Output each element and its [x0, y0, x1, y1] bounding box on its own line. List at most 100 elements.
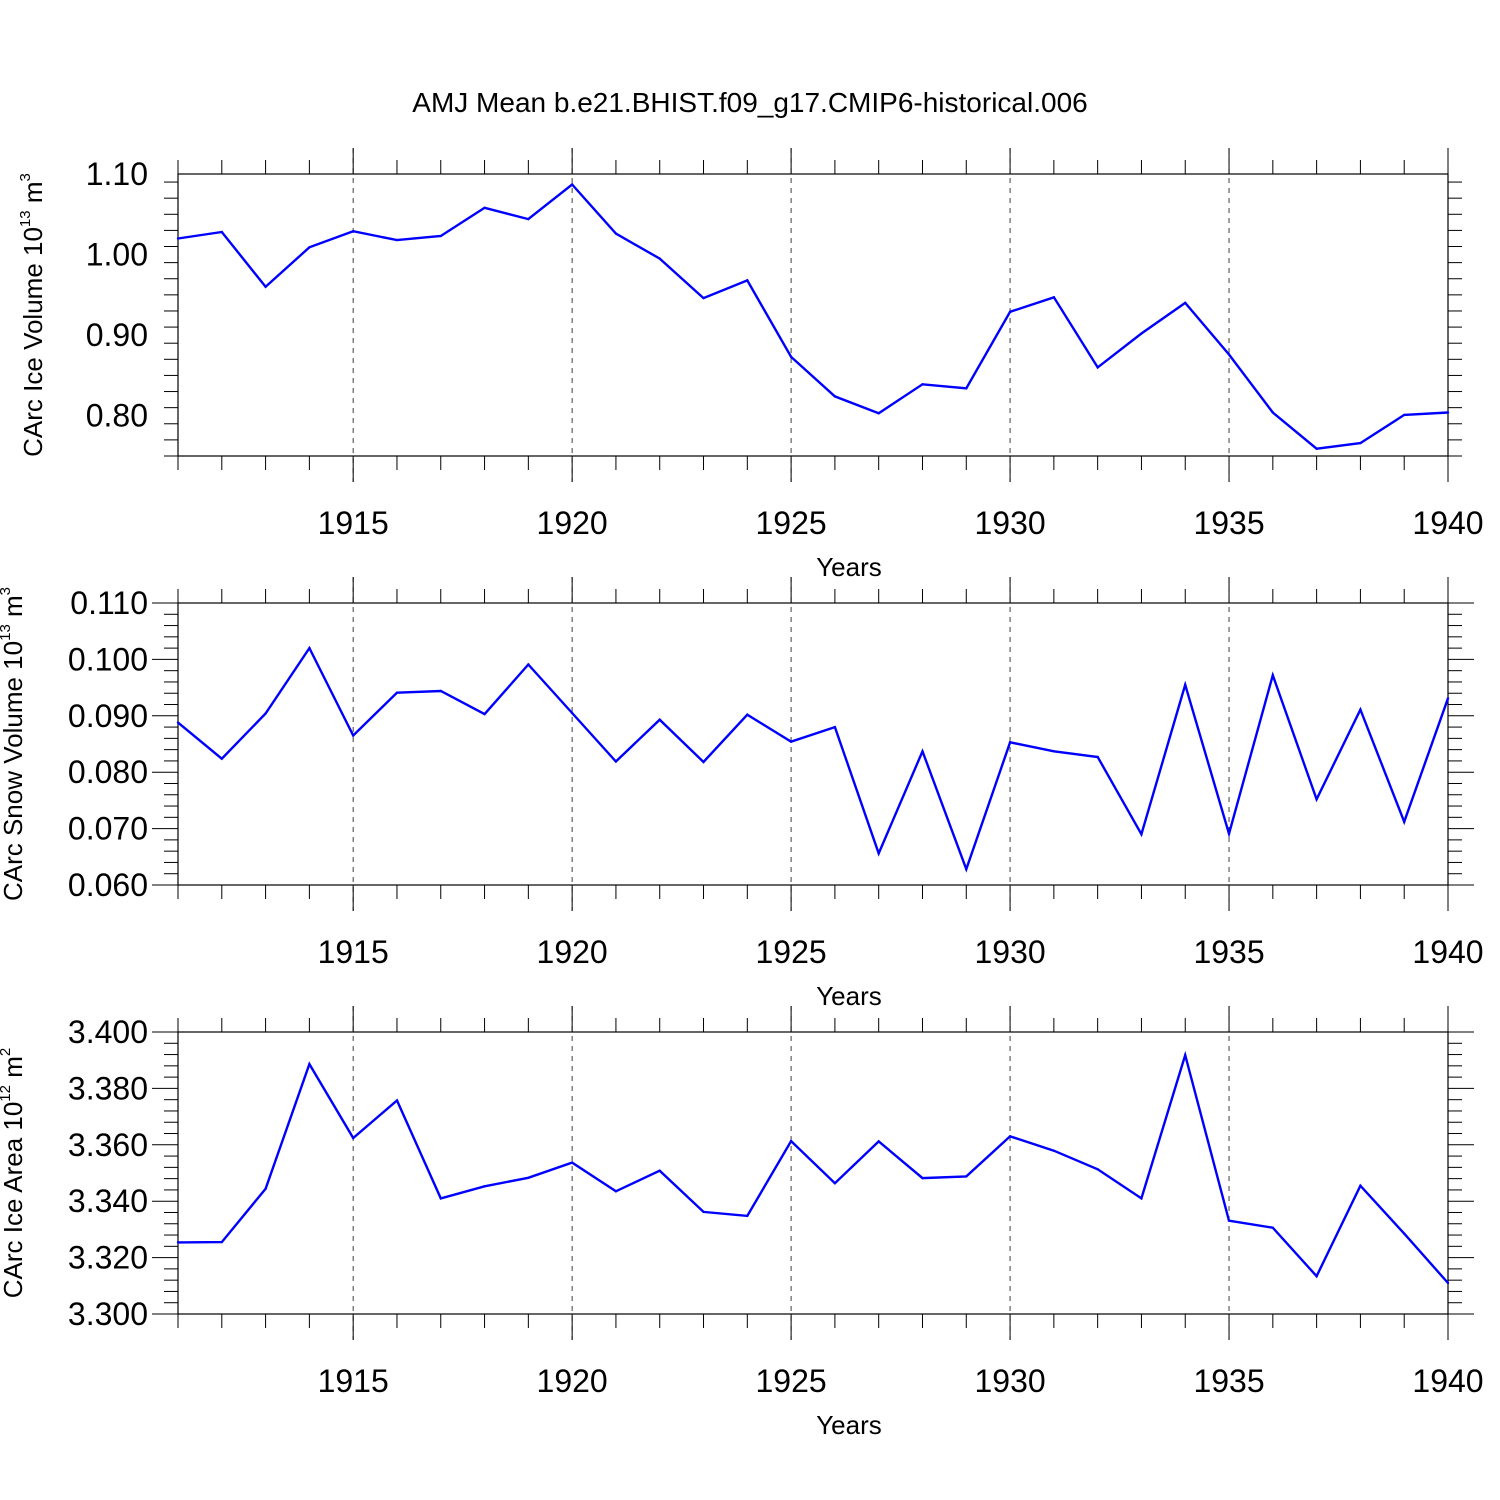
y-tick-label: 0.80 — [86, 398, 148, 434]
data-point — [570, 183, 574, 186]
data-point — [1184, 1053, 1187, 1057]
x-tick-label: 1940 — [1412, 1363, 1483, 1399]
data-point — [1052, 296, 1056, 299]
y-tick-label: 0.070 — [68, 811, 148, 847]
x-tick-label: 1925 — [756, 1363, 827, 1399]
y-axis-label: CArc Ice Volume 1013 m3 — [17, 173, 48, 457]
data-point — [1315, 447, 1318, 450]
x-tick-label: 1920 — [537, 934, 608, 970]
data-point — [264, 285, 267, 288]
data-point — [527, 1176, 530, 1179]
data-point — [921, 1176, 924, 1180]
data-point — [1008, 741, 1012, 744]
y-axis-label: CArc Ice Area 1012 m2 — [0, 1048, 28, 1298]
data-point — [614, 760, 618, 763]
data-point — [833, 725, 837, 729]
data-series-line — [177, 1050, 1449, 1284]
x-tick-label: 1925 — [756, 934, 827, 970]
data-point — [527, 663, 530, 666]
plot-frame — [177, 1031, 1449, 1315]
x-tick-label: 1940 — [1412, 505, 1483, 541]
data-point — [1403, 1232, 1406, 1235]
y-tick-label: 0.110 — [70, 585, 148, 621]
y-tick-label: 0.060 — [68, 867, 148, 903]
data-point — [1096, 366, 1099, 369]
data-point — [1140, 1197, 1143, 1200]
x-tick-label: 1920 — [537, 505, 608, 541]
data-point — [1271, 1226, 1275, 1229]
data-point — [1359, 441, 1362, 445]
chart-title: AMJ Mean b.e21.BHIST.f09_g17.CMIP6-histo… — [412, 87, 1087, 118]
x-tick-label: 1935 — [1193, 934, 1264, 970]
data-point — [1359, 1184, 1362, 1187]
panel-2: 0.060 0.070 0.080 0.090 0.100 0.110 1915 1920 19… — [0, 577, 1484, 1011]
data-point — [220, 230, 223, 234]
x-tick-label: 1930 — [974, 505, 1045, 541]
data-point — [176, 237, 180, 240]
data-point — [789, 1139, 793, 1143]
data-point — [1403, 820, 1406, 824]
x-tick-label: 1930 — [974, 1363, 1045, 1399]
chart-panels: 0.80 0.90 1.00 1.10 1915 1920 1925 1930 1935 1940… — [0, 148, 1484, 1440]
y-tick-label: 3.400 — [68, 1014, 148, 1050]
data-point — [395, 691, 399, 694]
y-tick-label: 3.380 — [68, 1070, 148, 1106]
data-point — [1140, 332, 1143, 335]
x-axis-label: Years — [816, 1410, 882, 1440]
data-point — [746, 1214, 749, 1218]
data-point — [702, 296, 705, 300]
data-point — [1096, 755, 1099, 759]
data-point — [308, 246, 311, 249]
data-point — [789, 355, 793, 359]
x-axis-label: Years — [816, 552, 882, 582]
x-tick-label: 1935 — [1193, 1363, 1264, 1399]
data-point — [439, 234, 442, 238]
data-point — [351, 230, 355, 233]
data-point — [439, 689, 442, 693]
data-point — [264, 712, 267, 715]
data-point — [1052, 1149, 1056, 1152]
data-point — [1052, 750, 1056, 753]
data-point — [264, 1187, 267, 1190]
data-point — [570, 1161, 574, 1164]
data-point — [877, 412, 880, 415]
data-point — [1271, 673, 1275, 677]
data-point — [483, 1185, 486, 1188]
data-point — [877, 852, 880, 855]
data-point — [658, 718, 661, 721]
data-point — [877, 1140, 880, 1143]
data-point — [921, 750, 924, 753]
data-point — [833, 1181, 837, 1185]
data-point — [833, 395, 837, 398]
data-point — [965, 1175, 968, 1178]
y-axis-label: CArc Snow Volume 1013 m3 — [0, 587, 28, 901]
data-point — [614, 232, 618, 235]
data-series-line — [177, 182, 1449, 450]
data-point — [746, 279, 749, 282]
panel-1: 0.80 0.90 1.00 1.10 1915 1920 1925 1930 1935 1940… — [17, 148, 1484, 582]
data-point — [746, 713, 749, 716]
data-point — [176, 721, 180, 724]
data-point — [483, 712, 486, 716]
x-tick-label: 1940 — [1412, 934, 1483, 970]
data-point — [1184, 683, 1187, 686]
y-tick-label: 3.320 — [68, 1240, 148, 1276]
data-point — [439, 1197, 442, 1200]
x-tick-label: 1930 — [974, 934, 1045, 970]
data-point — [789, 740, 793, 743]
data-point — [570, 711, 574, 715]
data-point — [1008, 310, 1012, 313]
y-tick-label: 0.090 — [68, 698, 148, 734]
data-point — [921, 383, 924, 386]
data-point — [702, 760, 705, 764]
x-axis-label: Years — [816, 981, 882, 1011]
data-point — [220, 757, 223, 760]
y-tick-label: 0.100 — [68, 641, 148, 677]
plot-frame — [177, 173, 1449, 457]
data-point — [1227, 832, 1231, 835]
data-series-line — [177, 645, 1450, 873]
y-tick-label: 3.360 — [68, 1127, 148, 1163]
y-tick-label: 3.300 — [68, 1296, 148, 1332]
data-point — [1096, 1168, 1099, 1171]
